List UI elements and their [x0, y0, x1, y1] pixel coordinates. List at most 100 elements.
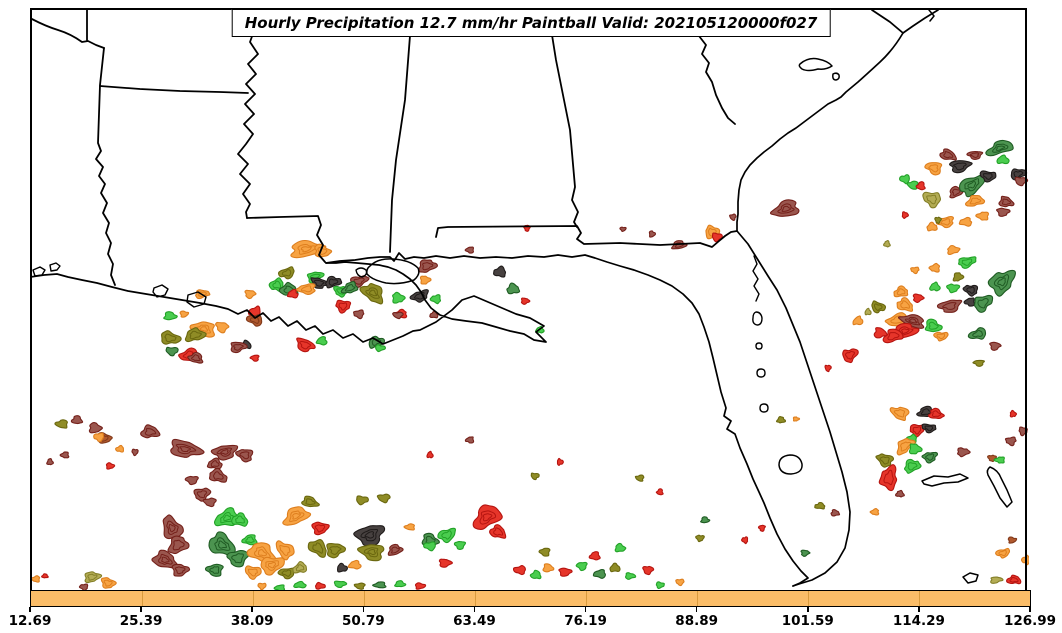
paintball-blob-maroon — [648, 230, 657, 238]
paintball-blob-maroon — [171, 563, 191, 577]
paintball-blob-red — [915, 181, 926, 191]
paintball-blob-green — [392, 291, 406, 304]
paintball-blob-red — [438, 558, 453, 568]
paintball-blob-gray — [949, 160, 973, 174]
paintball-blob-contour — [210, 460, 220, 468]
paintball-blob-contour — [993, 274, 1010, 291]
paintball-blob-contour — [161, 556, 170, 563]
paintball-blob-red — [912, 293, 925, 303]
paintball-blob-orange — [93, 432, 105, 443]
paintball-blob-green — [996, 154, 1010, 165]
colorbar-segment-divider — [141, 591, 143, 606]
paintball-blob-contour — [279, 545, 291, 556]
paintball-blob-maroon — [989, 341, 1002, 351]
paintball-blob-contour — [901, 328, 910, 335]
paintball-blob-orange — [924, 162, 943, 176]
paintball-blob-contour — [239, 451, 250, 460]
paintball-blob-contour — [422, 262, 434, 271]
paintball-blobs-layer — [32, 139, 1029, 590]
paintball-blob-contour — [281, 569, 292, 577]
paintball-blob-contour — [441, 530, 452, 540]
paintball-blob-contour — [900, 300, 910, 309]
paintball-blob-contour — [879, 456, 890, 465]
paintball-blob-contour — [314, 524, 326, 533]
paintball-blob-maroon — [140, 424, 161, 439]
paintball-blob-orange — [347, 559, 362, 570]
paintball-blob-contour — [360, 528, 379, 542]
paintball-blob-contour — [233, 344, 244, 351]
paintball-blob-green — [429, 294, 442, 305]
state-border-ms-al — [389, 10, 413, 253]
colorbar-segment-divider — [808, 591, 810, 606]
colorbar-tick-label: 101.59 — [781, 613, 834, 629]
paintball-blob-orange — [419, 275, 432, 285]
paintball-blob-maroon — [1018, 426, 1028, 437]
paintball-blob-contour — [223, 514, 232, 522]
paintball-blob-contour — [907, 462, 918, 471]
colorbar-tick-label: 126.99 — [1003, 613, 1057, 629]
paintball-blob-orange — [975, 211, 990, 221]
paintball-blob-darkgreen — [985, 139, 1014, 157]
paintball-blob-red — [105, 462, 116, 470]
paintball-blob-gray — [963, 297, 975, 307]
paintball-blob-olive — [972, 359, 985, 367]
paintball-blob-red — [901, 211, 910, 219]
paintball-blob-contour — [367, 548, 376, 556]
paintball-blob-contour — [168, 523, 176, 533]
paintball-blob-orange — [295, 283, 316, 295]
colorbar-segment-divider — [697, 591, 699, 606]
paintball-blob-olive — [353, 582, 366, 590]
paintball-blob-olive — [609, 562, 621, 573]
paintball-blob-contour — [292, 512, 301, 520]
paintball-blob-maroon — [46, 458, 54, 466]
paintball-blob-orange — [403, 523, 415, 531]
paintball-blob-orange — [958, 216, 973, 227]
paintball-blob-olive — [634, 474, 645, 482]
paintball-blob-contour — [175, 443, 197, 455]
paintball-blob-maroon — [88, 422, 103, 434]
paintball-blob-gray — [353, 525, 386, 547]
paintball-blob-maroon — [353, 309, 365, 320]
paintball-blob-contour — [174, 566, 186, 575]
paintball-blob-orange — [869, 508, 880, 516]
paintball-blob-gray — [493, 265, 507, 278]
paintball-blob-contour — [272, 280, 282, 289]
paintball-blob-maroon — [936, 299, 963, 313]
paintball-blob-orange — [179, 310, 190, 318]
lake-pontchartrain — [366, 258, 420, 285]
paintball-blob-red — [426, 450, 434, 459]
paintball-blob-contour — [344, 284, 356, 292]
paintball-blob-contour — [1013, 170, 1024, 179]
paintball-blob-green — [946, 283, 961, 294]
paintball-blob-contour — [213, 471, 224, 480]
paintball-blob-brown — [1007, 536, 1018, 544]
paintball-blob-green — [241, 534, 258, 546]
paintball-blob-contour — [368, 289, 378, 297]
paintball-blob-contour — [312, 542, 324, 554]
paintball-blob-khaki — [990, 576, 1004, 584]
colorbar-segment-divider — [363, 591, 365, 606]
paintball-blob-contour — [972, 329, 983, 338]
paintball-blob-orange — [275, 540, 295, 561]
paintball-blob-green — [293, 580, 307, 589]
paintball-blob-contour — [928, 164, 939, 173]
paintball-blob-maroon — [170, 438, 205, 458]
paintball-blob-contour — [196, 490, 207, 499]
paintball-blob-green — [929, 281, 941, 292]
paintball-blob-khaki — [922, 191, 942, 209]
paintball-blob-maroon — [202, 497, 217, 508]
paintball-blob-khaki — [84, 571, 103, 584]
paintball-blob-olive — [775, 416, 787, 424]
paintball-blob-orange — [675, 578, 685, 587]
paintball-blob-contour — [103, 579, 113, 587]
paintball-blob-orange — [282, 506, 312, 526]
chart-title: Hourly Precipitation 12.7 mm/hr Paintbal… — [244, 14, 818, 32]
lake-okeechobee — [778, 454, 803, 475]
paintball-blob-maroon — [131, 448, 139, 457]
paintball-blob-darkgreen — [973, 294, 994, 313]
paintball-blob-contour — [87, 573, 98, 581]
paintball-blob-darkgreen — [921, 451, 939, 464]
paintball-blob-contour — [966, 286, 975, 294]
paintball-blob-olive — [376, 493, 391, 504]
